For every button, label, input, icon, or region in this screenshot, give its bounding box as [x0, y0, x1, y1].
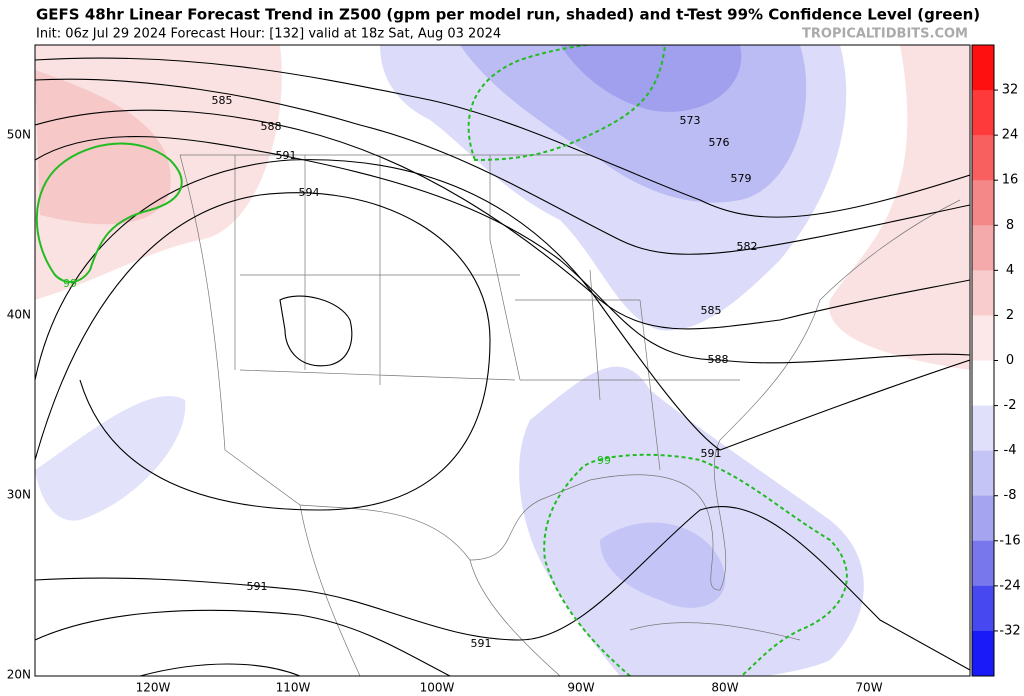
- lat-label: 40N: [7, 308, 31, 322]
- contour-label: 576: [709, 136, 730, 149]
- colorbar-label: 24: [1002, 128, 1019, 143]
- colorbar-label: 16: [1002, 173, 1019, 188]
- colorbar: 32 24 16 8 4 2 0 -2 -4 -8 -16 -24 -32: [971, 44, 1021, 677]
- colorbar-swatch: [972, 45, 994, 91]
- negative-trend: [35, 396, 186, 521]
- positive-trend: [829, 45, 970, 370]
- lat-labels: 50N 40N 30N 20N: [7, 128, 31, 682]
- colorbar-swatch: [972, 585, 994, 632]
- contour-label: 588: [708, 353, 729, 366]
- contour-label: 582: [737, 240, 758, 253]
- colorbar-swatch: [972, 630, 994, 677]
- colorbar-label: -32: [999, 623, 1020, 638]
- colorbar-swatch: [972, 495, 994, 542]
- lon-label: 120W: [136, 681, 171, 695]
- colorbar-swatch: [972, 360, 994, 407]
- negative-trend: [600, 522, 726, 608]
- colorbar-label: -16: [999, 533, 1020, 548]
- colorbar-swatch: [972, 180, 994, 226]
- contour-label: 585: [701, 304, 722, 317]
- lat-label: 30N: [7, 488, 31, 502]
- negative-trend: [519, 366, 864, 676]
- colorbar-label: 4: [1006, 263, 1014, 278]
- colorbar-swatch: [972, 450, 994, 497]
- contours: [35, 57, 970, 676]
- lon-label: 80W: [711, 681, 738, 695]
- negative-trend: [560, 45, 742, 112]
- colorbar-label: 0: [1006, 353, 1014, 368]
- colorbar-label: -4: [1004, 443, 1017, 458]
- lon-label: 100W: [420, 681, 455, 695]
- map-frame: [34, 44, 971, 677]
- boundaries: [179, 154, 961, 676]
- contour-labels: 585 588 591 594 573 576 579 582 585 588 …: [63, 94, 758, 650]
- contour-label: 591: [247, 580, 268, 593]
- contour-label: 573: [680, 114, 701, 127]
- contour-label: 585: [212, 94, 233, 107]
- colorbar-swatch: [972, 90, 994, 136]
- contour-label: 591: [276, 149, 297, 162]
- colorbar-label: 32: [1002, 83, 1019, 98]
- confidence: [35, 45, 848, 676]
- colorbar-swatch: [972, 315, 994, 361]
- contour-label: 591: [471, 637, 492, 650]
- lat-label: 50N: [7, 128, 31, 142]
- contour-label: 579: [731, 172, 752, 185]
- colorbar-swatch: [972, 270, 994, 316]
- colorbar-swatch: [972, 540, 994, 587]
- contour-label: 588: [261, 120, 282, 133]
- title: GEFS 48hr Linear Forecast Trend in Z500 …: [36, 6, 980, 24]
- confidence-label: 99: [63, 277, 77, 290]
- colorbar-label: 8: [1006, 218, 1014, 233]
- colorbar-label: -2: [1004, 398, 1017, 413]
- map: [35, 45, 970, 676]
- contour-label: 594: [299, 186, 320, 199]
- lon-label: 90W: [567, 681, 594, 695]
- positive-trend: [35, 70, 171, 225]
- colorbar-label: 2: [1006, 308, 1014, 323]
- subtitle: Init: 06z Jul 29 2024 Forecast Hour: [13…: [36, 27, 501, 42]
- colorbar-label: -24: [999, 578, 1020, 593]
- lon-label: 70W: [855, 681, 882, 695]
- contour-label: 591: [701, 447, 722, 460]
- colorbar-swatch: [972, 405, 994, 452]
- lat-label: 20N: [7, 668, 31, 682]
- colorbar-swatch: [972, 135, 994, 181]
- lon-label: 110W: [276, 681, 311, 695]
- colorbar-label: -8: [1004, 488, 1017, 503]
- lon-labels: 120W 110W 100W 90W 80W 70W: [136, 681, 883, 695]
- colorbar-swatch: [972, 225, 994, 271]
- confidence-label: 99: [597, 454, 611, 467]
- watermark: TROPICALTIDBITS.COM: [802, 27, 968, 42]
